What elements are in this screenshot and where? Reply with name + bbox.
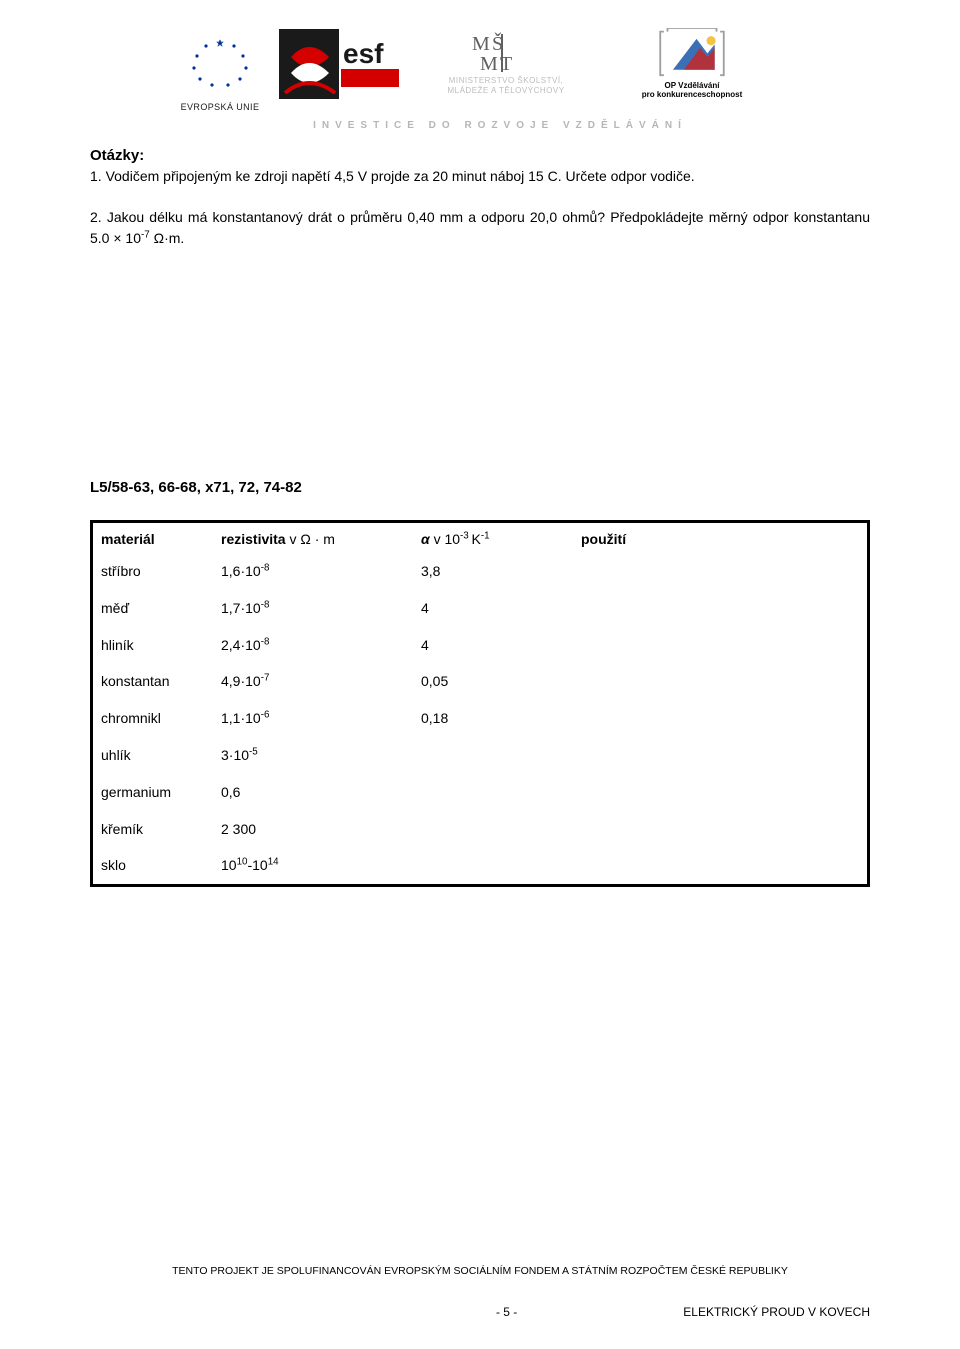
cell-resistivity: 2 300 [221,821,421,838]
cell-alpha [421,821,581,838]
cell-use [581,563,857,580]
col-alpha: α v 10-3 K-1 [421,531,581,547]
cell-material: uhlík [101,747,221,764]
col-resistivity: rezistivita v Ω · m [221,531,421,547]
cell-alpha [421,784,581,801]
cell-resistivity: 0,6 [221,784,421,801]
cell-material: stříbro [101,563,221,580]
msmt-caption: MINISTERSTVO ŠKOLSTVÍ, MLÁDEŽE A TĚLOVÝC… [447,76,564,96]
cell-use [581,673,857,690]
q2-exp: -7 [141,229,150,240]
alpha-mid: v 10 [430,531,460,547]
cell-resistivity: 1,1·10-6 [221,710,421,727]
esf-icon: esf [279,29,403,99]
cell-alpha: 3,8 [421,563,581,580]
eu-logo [170,28,270,100]
cell-use [581,857,857,874]
cell-material: měď [101,600,221,617]
msmt-logo: M Š M T MINISTERSTVO ŠKOLSTVÍ, MLÁDEŽE A… [426,28,586,100]
table-row: hliník2,4·10-84 [93,627,867,664]
cell-alpha: 0,05 [421,673,581,690]
table-row: měď1,7·10-84 [93,590,867,627]
svg-text:esf: esf [343,38,384,69]
footer-funding: TENTO PROJEKT JE SPOLUFINANCOVÁN EVROPSK… [50,1265,910,1277]
cell-resistivity: 1,7·10-8 [221,600,421,617]
cell-use [581,600,857,617]
footer-page-number: - 5 - [496,1305,517,1319]
table-row: konstantan4,9·10-70,05 [93,663,867,700]
header-tagline: INVESTICE DO ROZVOJE VZDĚLÁVÁNÍ [90,120,870,131]
header-logos: EVROPSKÁ UNIE esf M Š M T MINIST [170,28,870,112]
esf-logo: esf [276,28,406,100]
cell-alpha [421,857,581,874]
table-row: křemík2 300 [93,811,867,848]
opvk-line2: pro konkurenceschopnost [642,90,742,99]
cell-use [581,710,857,727]
reference-line: L5/58-63, 66-68, x71, 72, 74-82 [90,479,870,496]
cell-material: konstantan [101,673,221,690]
opvk-line1: OP Vzdělávání [665,81,720,90]
col-material-label: materiál [101,531,155,547]
cell-material: křemík [101,821,221,838]
table-body: stříbro1,6·10-83,8měď1,7·10-84hliník2,4·… [93,553,867,884]
svg-text:M: M [480,53,498,72]
msmt-icon: M Š M T [472,32,540,72]
col-use: použití [581,531,857,547]
col-material: materiál [101,531,221,547]
alpha-exp2: -1 [481,530,490,541]
question-1: 1. Vodičem připojeným ke zdroji napětí 4… [90,166,870,187]
cell-resistivity: 1010-1014 [221,857,421,874]
col-resist-bold: rezistivita [221,531,286,547]
cell-material: chromnikl [101,710,221,727]
alpha-k: K [471,531,480,547]
question-2: 2. Jakou délku má konstantanový drát o p… [90,207,870,249]
eu-stars-icon [180,37,260,91]
cell-use [581,821,857,838]
table-row: germanium0,6 [93,774,867,811]
opvk-logo: OP Vzdělávání pro konkurenceschopnost [612,28,772,100]
table-row: sklo1010-1014 [93,847,867,884]
table-header: materiál rezistivita v Ω · m α v 10-3 K-… [93,523,867,553]
cell-resistivity: 1,6·10-8 [221,563,421,580]
cell-material: germanium [101,784,221,801]
cell-alpha [421,747,581,764]
cell-use [581,784,857,801]
cell-alpha: 4 [421,600,581,617]
msmt-line1: MINISTERSTVO ŠKOLSTVÍ, [449,76,564,85]
eu-logo-block: EVROPSKÁ UNIE [170,28,270,112]
spacer [90,249,870,479]
alpha-exp1: -3 [460,530,471,541]
alpha-symbol: α [421,531,430,547]
footer-topic: ELEKTRICKÝ PROUD V KOVECH [683,1305,870,1319]
materials-table: materiál rezistivita v Ω · m α v 10-3 K-… [90,520,870,887]
cell-alpha: 4 [421,637,581,654]
cell-resistivity: 2,4·10-8 [221,637,421,654]
footer-bottom: - 5 - ELEKTRICKÝ PROUD V KOVECH [90,1305,870,1319]
cell-resistivity: 3·10-5 [221,747,421,764]
col-resist-unit: v Ω · m [286,531,335,547]
eu-caption: EVROPSKÁ UNIE [181,102,260,112]
cell-alpha: 0,18 [421,710,581,727]
cell-material: sklo [101,857,221,874]
questions-heading: Otázky: [90,147,870,164]
opvk-icon [653,28,731,79]
opvk-captions: OP Vzdělávání pro konkurenceschopnost [642,81,742,100]
cell-use [581,637,857,654]
table-row: stříbro1,6·10-83,8 [93,553,867,590]
cell-use [581,747,857,764]
q2-part-b: Ω·m. [150,230,185,246]
cell-material: hliník [101,637,221,654]
q2-part-a: 2. Jakou délku má konstantanový drát o p… [90,209,870,246]
cell-resistivity: 4,9·10-7 [221,673,421,690]
svg-text:M: M [472,33,490,55]
page: EVROPSKÁ UNIE esf M Š M T MINIST [0,0,960,1349]
col-use-label: použití [581,531,626,547]
table-row: chromnikl1,1·10-60,18 [93,700,867,737]
table-row: uhlík3·10-5 [93,737,867,774]
footer: TENTO PROJEKT JE SPOLUFINANCOVÁN EVROPSK… [90,1265,870,1319]
msmt-line2: MLÁDEŽE A TĚLOVÝCHOVY [447,86,564,95]
